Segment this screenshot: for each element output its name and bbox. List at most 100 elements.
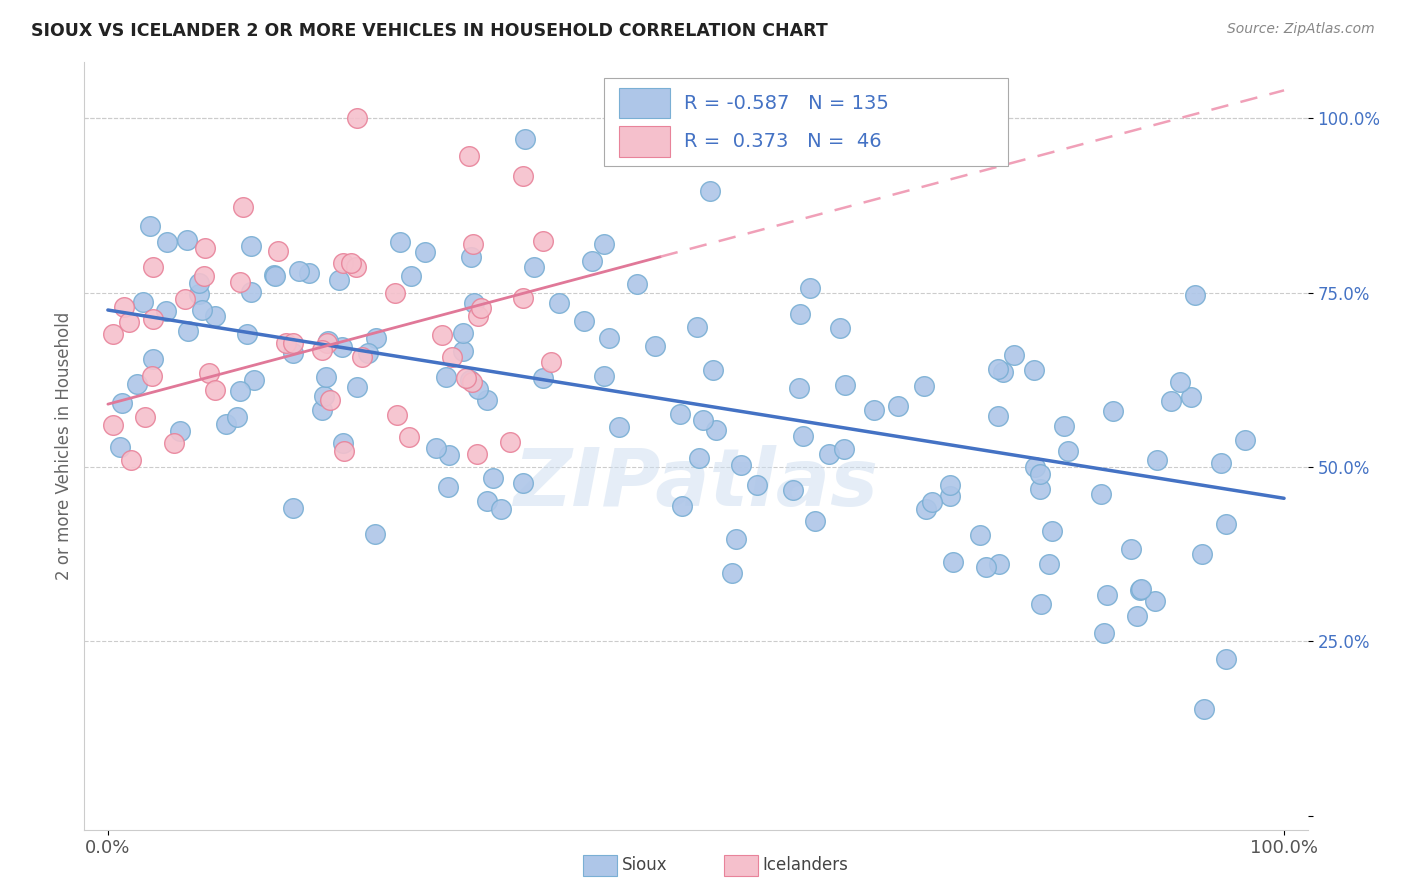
Point [626, 277, 648, 291]
Point [112, 300, 135, 314]
Point [458, 149, 481, 163]
Point [319, 392, 342, 407]
Point [1234, 434, 1257, 448]
Point [512, 291, 534, 305]
Point [232, 200, 254, 214]
Point [1092, 626, 1115, 640]
Point [441, 350, 464, 364]
Point [1192, 702, 1215, 716]
Point [173, 292, 195, 306]
Point [156, 235, 179, 249]
Point [176, 233, 198, 247]
Point [177, 324, 200, 338]
Point [120, 453, 142, 467]
Point [1038, 557, 1060, 571]
Point [1053, 418, 1076, 433]
Point [1215, 652, 1237, 666]
Point [1215, 517, 1237, 532]
Point [366, 331, 388, 345]
Point [540, 355, 562, 369]
Point [132, 294, 155, 309]
Point [425, 441, 447, 455]
Point [118, 315, 141, 329]
Point [463, 296, 485, 310]
Point [240, 285, 263, 299]
Point [194, 241, 217, 255]
Point [328, 273, 350, 287]
Point [1211, 456, 1233, 470]
Point [235, 326, 257, 341]
Point [592, 368, 614, 383]
Point [346, 380, 368, 394]
Point [287, 264, 309, 278]
Point [281, 346, 304, 360]
Point [111, 396, 134, 410]
Point [187, 277, 209, 291]
Point [451, 326, 474, 340]
Point [987, 409, 1010, 423]
Point [830, 321, 852, 335]
Point [350, 350, 373, 364]
Point [311, 343, 333, 357]
Point [142, 351, 165, 366]
Text: Source: ZipAtlas.com: Source: ZipAtlas.com [1227, 22, 1375, 37]
Point [721, 566, 744, 580]
Point [127, 376, 149, 391]
Point [513, 132, 536, 146]
Point [197, 366, 219, 380]
Point [332, 256, 354, 270]
Point [204, 383, 226, 397]
Point [644, 339, 666, 353]
Point [939, 489, 962, 503]
Point [460, 250, 482, 264]
Point [461, 237, 484, 252]
Point [834, 377, 856, 392]
Point [226, 409, 249, 424]
Y-axis label: 2 or more Vehicles in Household: 2 or more Vehicles in Household [55, 312, 73, 580]
Point [141, 368, 163, 383]
Point [686, 319, 709, 334]
Point [188, 287, 211, 301]
Point [730, 458, 752, 472]
Point [461, 375, 484, 389]
Point [163, 436, 186, 450]
Point [475, 392, 498, 407]
Point [281, 500, 304, 515]
Point [263, 268, 285, 283]
Point [1180, 390, 1202, 404]
Point [574, 314, 596, 328]
Point [1121, 542, 1143, 557]
Text: R = -0.587   N = 135: R = -0.587 N = 135 [683, 94, 889, 112]
Point [1002, 348, 1025, 362]
Point [704, 424, 727, 438]
Point [702, 363, 724, 377]
Point [489, 501, 512, 516]
Point [1102, 404, 1125, 418]
Point [384, 286, 406, 301]
Point [862, 402, 884, 417]
Point [432, 327, 454, 342]
Point [804, 514, 827, 528]
Point [799, 281, 821, 295]
Point [215, 417, 238, 432]
Point [388, 235, 411, 249]
Point [1040, 524, 1063, 538]
Point [344, 260, 367, 275]
Point [1095, 588, 1118, 602]
Point [470, 301, 492, 315]
Point [315, 369, 337, 384]
Point [108, 440, 131, 454]
Text: ZIPatlas: ZIPatlas [513, 445, 879, 524]
Point [311, 403, 333, 417]
Point [283, 336, 305, 351]
Point [314, 389, 336, 403]
Point [191, 303, 214, 318]
Point [1184, 288, 1206, 302]
Point [1191, 547, 1213, 561]
Point [939, 478, 962, 492]
Text: Sioux: Sioux [621, 856, 666, 874]
Point [1057, 443, 1080, 458]
Point [1028, 467, 1050, 482]
Point [332, 444, 354, 458]
Point [139, 219, 162, 233]
